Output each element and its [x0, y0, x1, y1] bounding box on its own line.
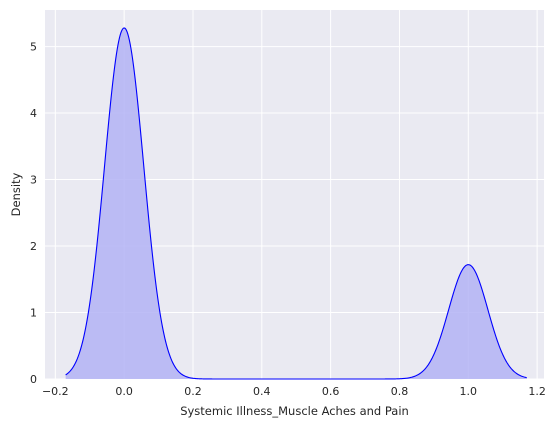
x-tick-label: 1.2 — [528, 385, 546, 398]
x-axis-label: Systemic Illness_Muscle Aches and Pain — [180, 404, 409, 418]
y-tick-label: 3 — [30, 174, 37, 187]
x-tick-label: 0.0 — [115, 385, 133, 398]
y-tick-labels: 0 1 2 3 4 5 — [30, 41, 37, 386]
density-area — [65, 27, 527, 380]
density-line — [65, 27, 527, 380]
y-tick-label: 5 — [30, 41, 37, 54]
x-tick-label: 1.0 — [460, 385, 478, 398]
y-tick-label: 1 — [30, 307, 37, 320]
y-tick-label: 0 — [30, 373, 37, 386]
x-tick-labels: −0.2 0.0 0.2 0.4 0.6 0.8 1.0 1.2 — [42, 385, 546, 398]
x-tick-label: 0.2 — [184, 385, 202, 398]
y-tick-label: 4 — [30, 107, 37, 120]
x-tick-label: −0.2 — [42, 385, 69, 398]
y-tick-label: 2 — [30, 240, 37, 253]
x-tick-label: 0.6 — [322, 385, 340, 398]
y-axis-label: Density — [9, 172, 23, 216]
x-tick-label: 0.4 — [253, 385, 271, 398]
x-tick-label: 0.8 — [391, 385, 409, 398]
